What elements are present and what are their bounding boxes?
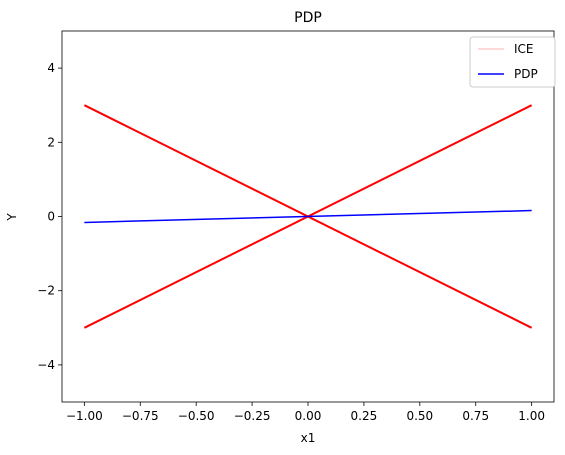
y-tick-label: 0 [47,210,55,224]
x-tick-label: 0.50 [406,409,433,423]
chart-title: PDP [294,10,322,26]
y-tick-label: 2 [47,135,55,149]
y-tick-label: −4 [37,358,55,372]
x-tick-label: −0.75 [122,409,159,423]
x-tick-label: 0.25 [351,409,378,423]
legend: ICE PDP [469,36,556,88]
x-tick-label: −0.50 [178,409,215,423]
x-tick-label: 0.75 [462,409,489,423]
x-tick-label: 1.00 [518,409,545,423]
x-tick-label: −0.25 [234,409,271,423]
x-axis-label: x1 [301,431,316,445]
legend-label-pdp: PDP [514,67,538,81]
x-tick-label: −1.00 [66,409,103,423]
series-line-pdp-2 [84,209,532,224]
y-tick-label: −2 [37,284,55,298]
y-axis-label: Y [5,213,19,222]
y-tick-label: 4 [47,61,55,75]
x-tick-label: 0.00 [295,409,322,423]
axis-ticks: −1.00 −0.75 −0.50 −0.25 0.00 0.25 0.50 0.75 1.00… [37,61,545,423]
legend-box [469,36,556,88]
legend-label-ice: ICE [514,42,534,56]
